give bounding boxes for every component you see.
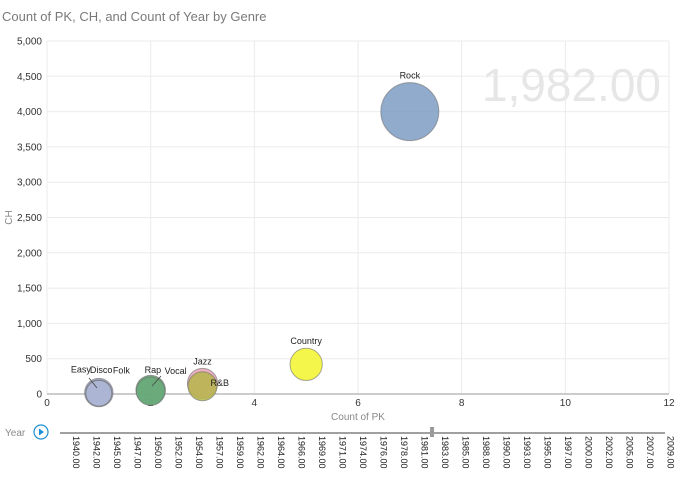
year-label: 1990.00: [502, 436, 512, 469]
y-tick-label: 3,000: [17, 178, 42, 189]
y-tick-label: 500: [25, 354, 42, 365]
year-label: 1957.00: [215, 436, 225, 469]
year-label: 1976.00: [379, 436, 389, 469]
year-label: 1950.00: [153, 436, 163, 469]
year-label: 1985.00: [461, 436, 471, 469]
year-label: 1962.00: [256, 436, 266, 469]
year-label: 1974.00: [358, 436, 368, 469]
x-tick-label: 10: [560, 398, 572, 409]
gridlines: [46, 40, 670, 395]
x-tick-label: 4: [252, 398, 258, 409]
y-tick-label: 3,500: [17, 142, 42, 153]
y-tick-label: 2,500: [17, 213, 42, 224]
bubble-rap[interactable]: [135, 376, 166, 406]
y-tick-label: 1,000: [17, 319, 42, 330]
year-label: 1988.00: [481, 436, 491, 469]
bubble-r-b[interactable]: [187, 371, 218, 402]
year-label: 2009.00: [666, 436, 676, 469]
x-tick-label: 6: [355, 398, 361, 409]
y-tick-label: 4,500: [17, 72, 42, 83]
bubble-label: Folk: [113, 365, 131, 375]
play-icon[interactable]: [39, 428, 44, 436]
x-tick-label: 0: [44, 398, 50, 409]
bubble-label: Jazz: [193, 356, 212, 366]
bubble-label: R&B: [211, 378, 230, 388]
play-axis: Year 1940.00 1942.00 1945.00 1947.00 1950.00…: [5, 424, 676, 469]
year-label: 1964.00: [276, 436, 286, 469]
bubble-label: Vocal: [165, 366, 187, 376]
play-axis-label: Year: [5, 428, 26, 439]
y-axis-ticks: 0 500 1,000 1,500 2,000 2,500 3,000 3,500 4,000 4…: [17, 37, 42, 401]
year-label: 1959.00: [235, 436, 245, 469]
year-label: 1969.00: [317, 436, 327, 469]
year-label: 1947.00: [133, 436, 143, 469]
chart-title: Count of PK, CH, and Count of Year by Ge…: [2, 9, 267, 24]
y-tick-label: 4,000: [17, 107, 42, 118]
y-tick-label: 1,500: [17, 284, 42, 295]
leader-line: [151, 375, 162, 387]
bubble-folk[interactable]: [85, 379, 113, 407]
year-label: 2005.00: [625, 436, 635, 469]
timeline-thumb[interactable]: [430, 427, 435, 437]
year-label: 2007.00: [645, 436, 655, 469]
y-tick-label: 5,000: [17, 37, 42, 48]
year-label: 1966.00: [297, 436, 307, 469]
year-label: 2002.00: [604, 436, 614, 469]
year-label: 1997.00: [563, 436, 573, 469]
year-label: 1954.00: [194, 436, 204, 469]
year-label: 2000.00: [584, 436, 594, 469]
year-label: 1952.00: [174, 436, 184, 469]
year-label: 1942.00: [92, 436, 102, 469]
year-label: 1995.00: [543, 436, 553, 469]
bubble-label: Rap: [145, 365, 162, 375]
x-tick-label: 8: [459, 398, 465, 409]
current-year-watermark: 1,982.00: [482, 59, 661, 111]
timeline-year-labels: 1940.00 1942.00 1945.00 1947.00 1950.00 1952.…: [71, 436, 676, 469]
bubble-label: Disco: [90, 365, 113, 375]
y-tick-label: 2,000: [17, 248, 42, 259]
leader-line: [88, 377, 98, 389]
bubble-label: Country: [290, 336, 322, 346]
bubble-country[interactable]: [289, 347, 323, 381]
bubble-rock[interactable]: [380, 82, 440, 142]
timeline-track[interactable]: [60, 427, 665, 437]
x-axis-title: Count of PK: [331, 412, 385, 423]
year-label: 1983.00: [440, 436, 450, 469]
play-button[interactable]: [33, 424, 49, 440]
year-label: 1981.00: [420, 436, 430, 469]
year-label: 1945.00: [112, 436, 122, 469]
x-tick-label: 12: [663, 398, 675, 409]
year-label: 1993.00: [522, 436, 532, 469]
bubble-label: Easy: [71, 365, 92, 375]
bubble-label: Rock: [400, 71, 421, 81]
year-label: 1978.00: [399, 436, 409, 469]
y-tick-label: 0: [36, 390, 42, 401]
y-axis-title: CH: [4, 210, 15, 224]
year-label: 1940.00: [71, 436, 81, 469]
year-label: 1971.00: [338, 436, 348, 469]
